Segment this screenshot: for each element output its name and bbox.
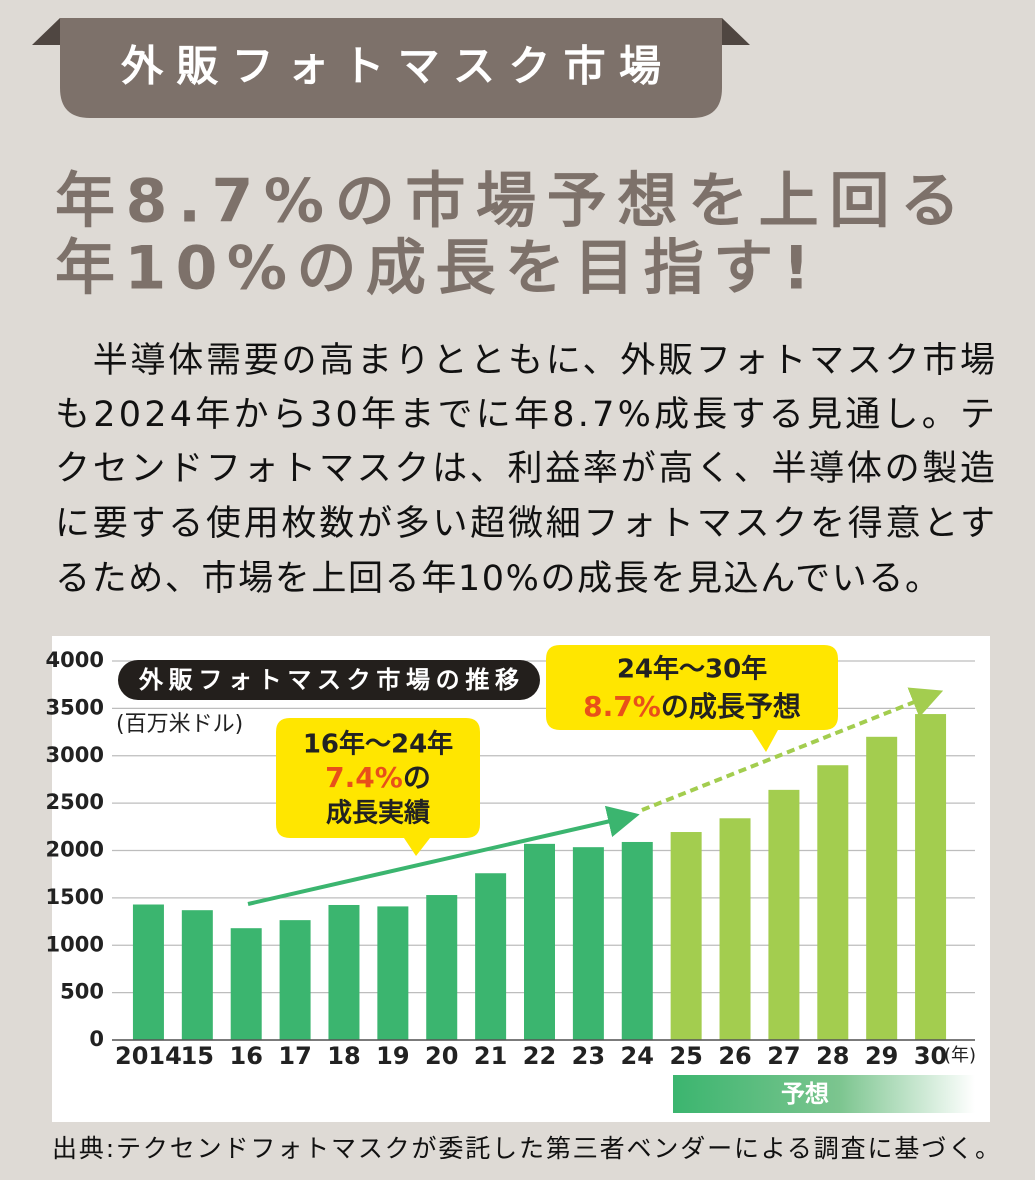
callout bbox=[546, 645, 838, 752]
y-tick-label: 3500 bbox=[46, 695, 104, 719]
x-tick-label: 21 bbox=[474, 1042, 507, 1070]
callout-rate: 8.7% bbox=[583, 690, 661, 723]
callout-text: 24年～30年 bbox=[617, 654, 767, 685]
callout-text: 7.4%の bbox=[325, 761, 431, 794]
x-tick-label: 23 bbox=[572, 1042, 605, 1070]
x-tick-label: 25 bbox=[669, 1042, 702, 1070]
x-tick-label: 15 bbox=[181, 1042, 214, 1070]
x-tick-label: 24 bbox=[621, 1042, 654, 1070]
source: 出典:テクセンドフォトマスクが委託した第三者ベンダーによる調査に基づく。 bbox=[52, 1134, 1000, 1163]
bar bbox=[475, 873, 507, 1040]
callout-rate: 7.4% bbox=[325, 761, 403, 794]
y-tick-label: 2000 bbox=[46, 838, 104, 862]
body-text: も2024年から30年までに年8.7%成長する見通し。テ bbox=[55, 395, 995, 435]
callout-text: 成長実績 bbox=[326, 799, 430, 829]
bar bbox=[377, 906, 409, 1040]
chart-title: 外販フォトマスク市場の推移 bbox=[138, 666, 519, 694]
ribbon-fold bbox=[722, 18, 750, 45]
y-tick-label: 1000 bbox=[46, 932, 104, 956]
callout-text: 16年～24年 bbox=[303, 729, 453, 760]
bar bbox=[572, 847, 604, 1040]
callout-text: の成長予想 bbox=[661, 690, 801, 723]
bar bbox=[279, 920, 311, 1040]
x-tick-label: 19 bbox=[376, 1042, 409, 1070]
chart-title-pill bbox=[118, 660, 540, 700]
x-tick-label: 27 bbox=[767, 1042, 800, 1070]
trend-arrow bbox=[247, 805, 640, 906]
forecast-band bbox=[673, 1075, 975, 1113]
bar bbox=[768, 789, 800, 1040]
y-tick-label: 4000 bbox=[46, 648, 104, 672]
x-tick-label: 26 bbox=[718, 1042, 751, 1070]
bar bbox=[328, 904, 360, 1040]
x-tick-label: 20 bbox=[425, 1042, 458, 1070]
bar bbox=[817, 765, 849, 1040]
bar bbox=[719, 818, 751, 1040]
x-axis-unit: (年) bbox=[944, 1045, 976, 1066]
bar bbox=[866, 736, 898, 1040]
bar bbox=[426, 895, 458, 1040]
ribbon-fold bbox=[32, 18, 60, 45]
x-tick-label: 17 bbox=[278, 1042, 311, 1070]
x-tick-label: 2014 bbox=[115, 1042, 182, 1070]
body-text: に要する使用枚数が多い超微細フォトマスクを得意とす bbox=[55, 504, 995, 544]
x-tick-label: 29 bbox=[865, 1042, 898, 1070]
callout bbox=[276, 718, 480, 856]
bar bbox=[670, 832, 702, 1040]
bar bbox=[621, 841, 653, 1040]
header-tab bbox=[60, 18, 722, 118]
body-text: クセンドフォトマスクは、利益率が高く、半導体の製造 bbox=[55, 449, 995, 489]
x-tick-label: 18 bbox=[327, 1042, 360, 1070]
x-tick-label: 30 bbox=[914, 1042, 947, 1070]
body-text: るため、市場を上回る年10%の成長を見込んでいる。 bbox=[55, 559, 940, 599]
callout-text: 8.7%の成長予想 bbox=[583, 690, 801, 723]
y-tick-label: 1500 bbox=[46, 885, 104, 909]
x-tick-label: 16 bbox=[230, 1042, 263, 1070]
y-tick-label: 500 bbox=[60, 980, 104, 1004]
bar bbox=[230, 928, 262, 1040]
y-tick-label: 2500 bbox=[46, 790, 104, 814]
bar bbox=[915, 714, 947, 1040]
bar bbox=[132, 904, 164, 1040]
y-tick-label: 0 bbox=[89, 1027, 104, 1051]
callout-text: の bbox=[403, 761, 431, 794]
bar bbox=[524, 843, 555, 1040]
forecast-label: 予想 bbox=[781, 1080, 829, 1108]
x-tick-label: 22 bbox=[523, 1042, 556, 1070]
y-axis-unit: (百万米ドル) bbox=[116, 712, 243, 737]
body-text: 半導体需要の高まりとともに、外販フォトマスク市場 bbox=[55, 341, 995, 381]
y-tick-label: 3000 bbox=[46, 743, 104, 767]
bar bbox=[181, 910, 213, 1040]
x-tick-label: 28 bbox=[816, 1042, 849, 1070]
